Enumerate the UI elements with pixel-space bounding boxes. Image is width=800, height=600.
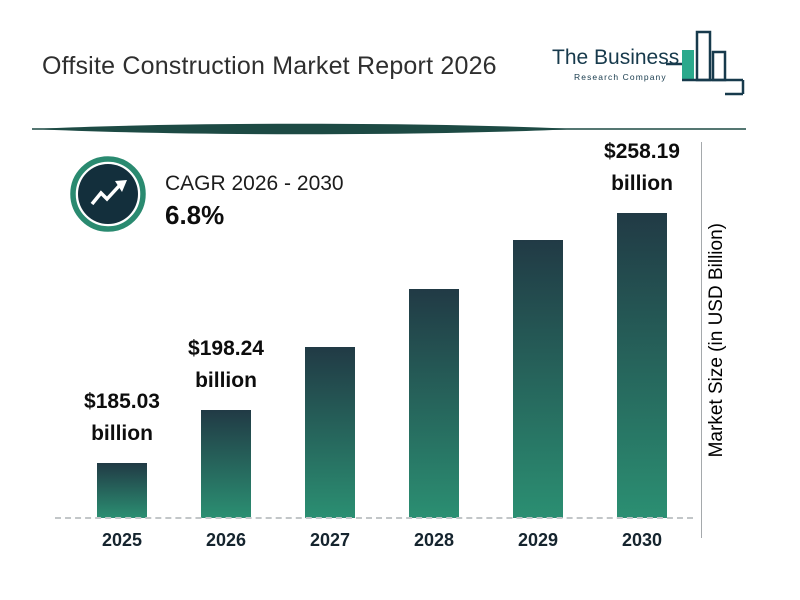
value-label-2026: $198.24 billion [188,336,264,393]
bar-2029 [513,240,563,518]
x-tick-2025: 2025 [101,530,143,550]
divider-ornament [32,123,746,135]
company-logo: The Business Research Company [552,30,745,96]
x-tick-2026: 2026 [205,530,247,550]
trend-arrow-icon [90,184,121,206]
bar-2030 [617,213,667,518]
logo-text-line1: The Business [552,46,679,69]
bar-column-2026: $198.24 billion 2026 [174,337,278,550]
x-tick-2027: 2027 [309,530,351,550]
logo-text-line2: Research Company [574,72,667,82]
x-tick-2028: 2028 [413,530,455,550]
y-axis-label: Market Size (in USD Billion) [706,222,727,458]
x-tick-2030: 2030 [621,530,663,550]
cagr-growth-icon [70,156,146,232]
page-title: Offsite Construction Market Report 2026 [42,52,497,80]
cagr-label: CAGR 2026 - 2030 [165,172,344,195]
bar-2026 [201,410,251,518]
bar-column-2025: $185.03 billion 2025 [70,390,174,550]
bar-2027 [305,347,355,518]
value-label-2025: $185.03 billion [84,389,160,446]
bar-column-2029: 2029 [486,240,590,550]
bar-column-2030: $258.19 billion 2030 [590,140,694,550]
bar-column-2027: 2027 [278,347,382,550]
bar-2028 [409,289,459,518]
value-label-2030: $258.19 billion [604,139,680,196]
chart-baseline [55,517,693,519]
x-tick-2029: 2029 [517,530,559,550]
cagr-value: 6.8% [165,200,225,230]
y-axis-line [701,142,702,538]
bar-column-2028: 2028 [382,289,486,550]
bar-2025 [97,463,147,518]
logo-bars-icon [666,30,745,96]
